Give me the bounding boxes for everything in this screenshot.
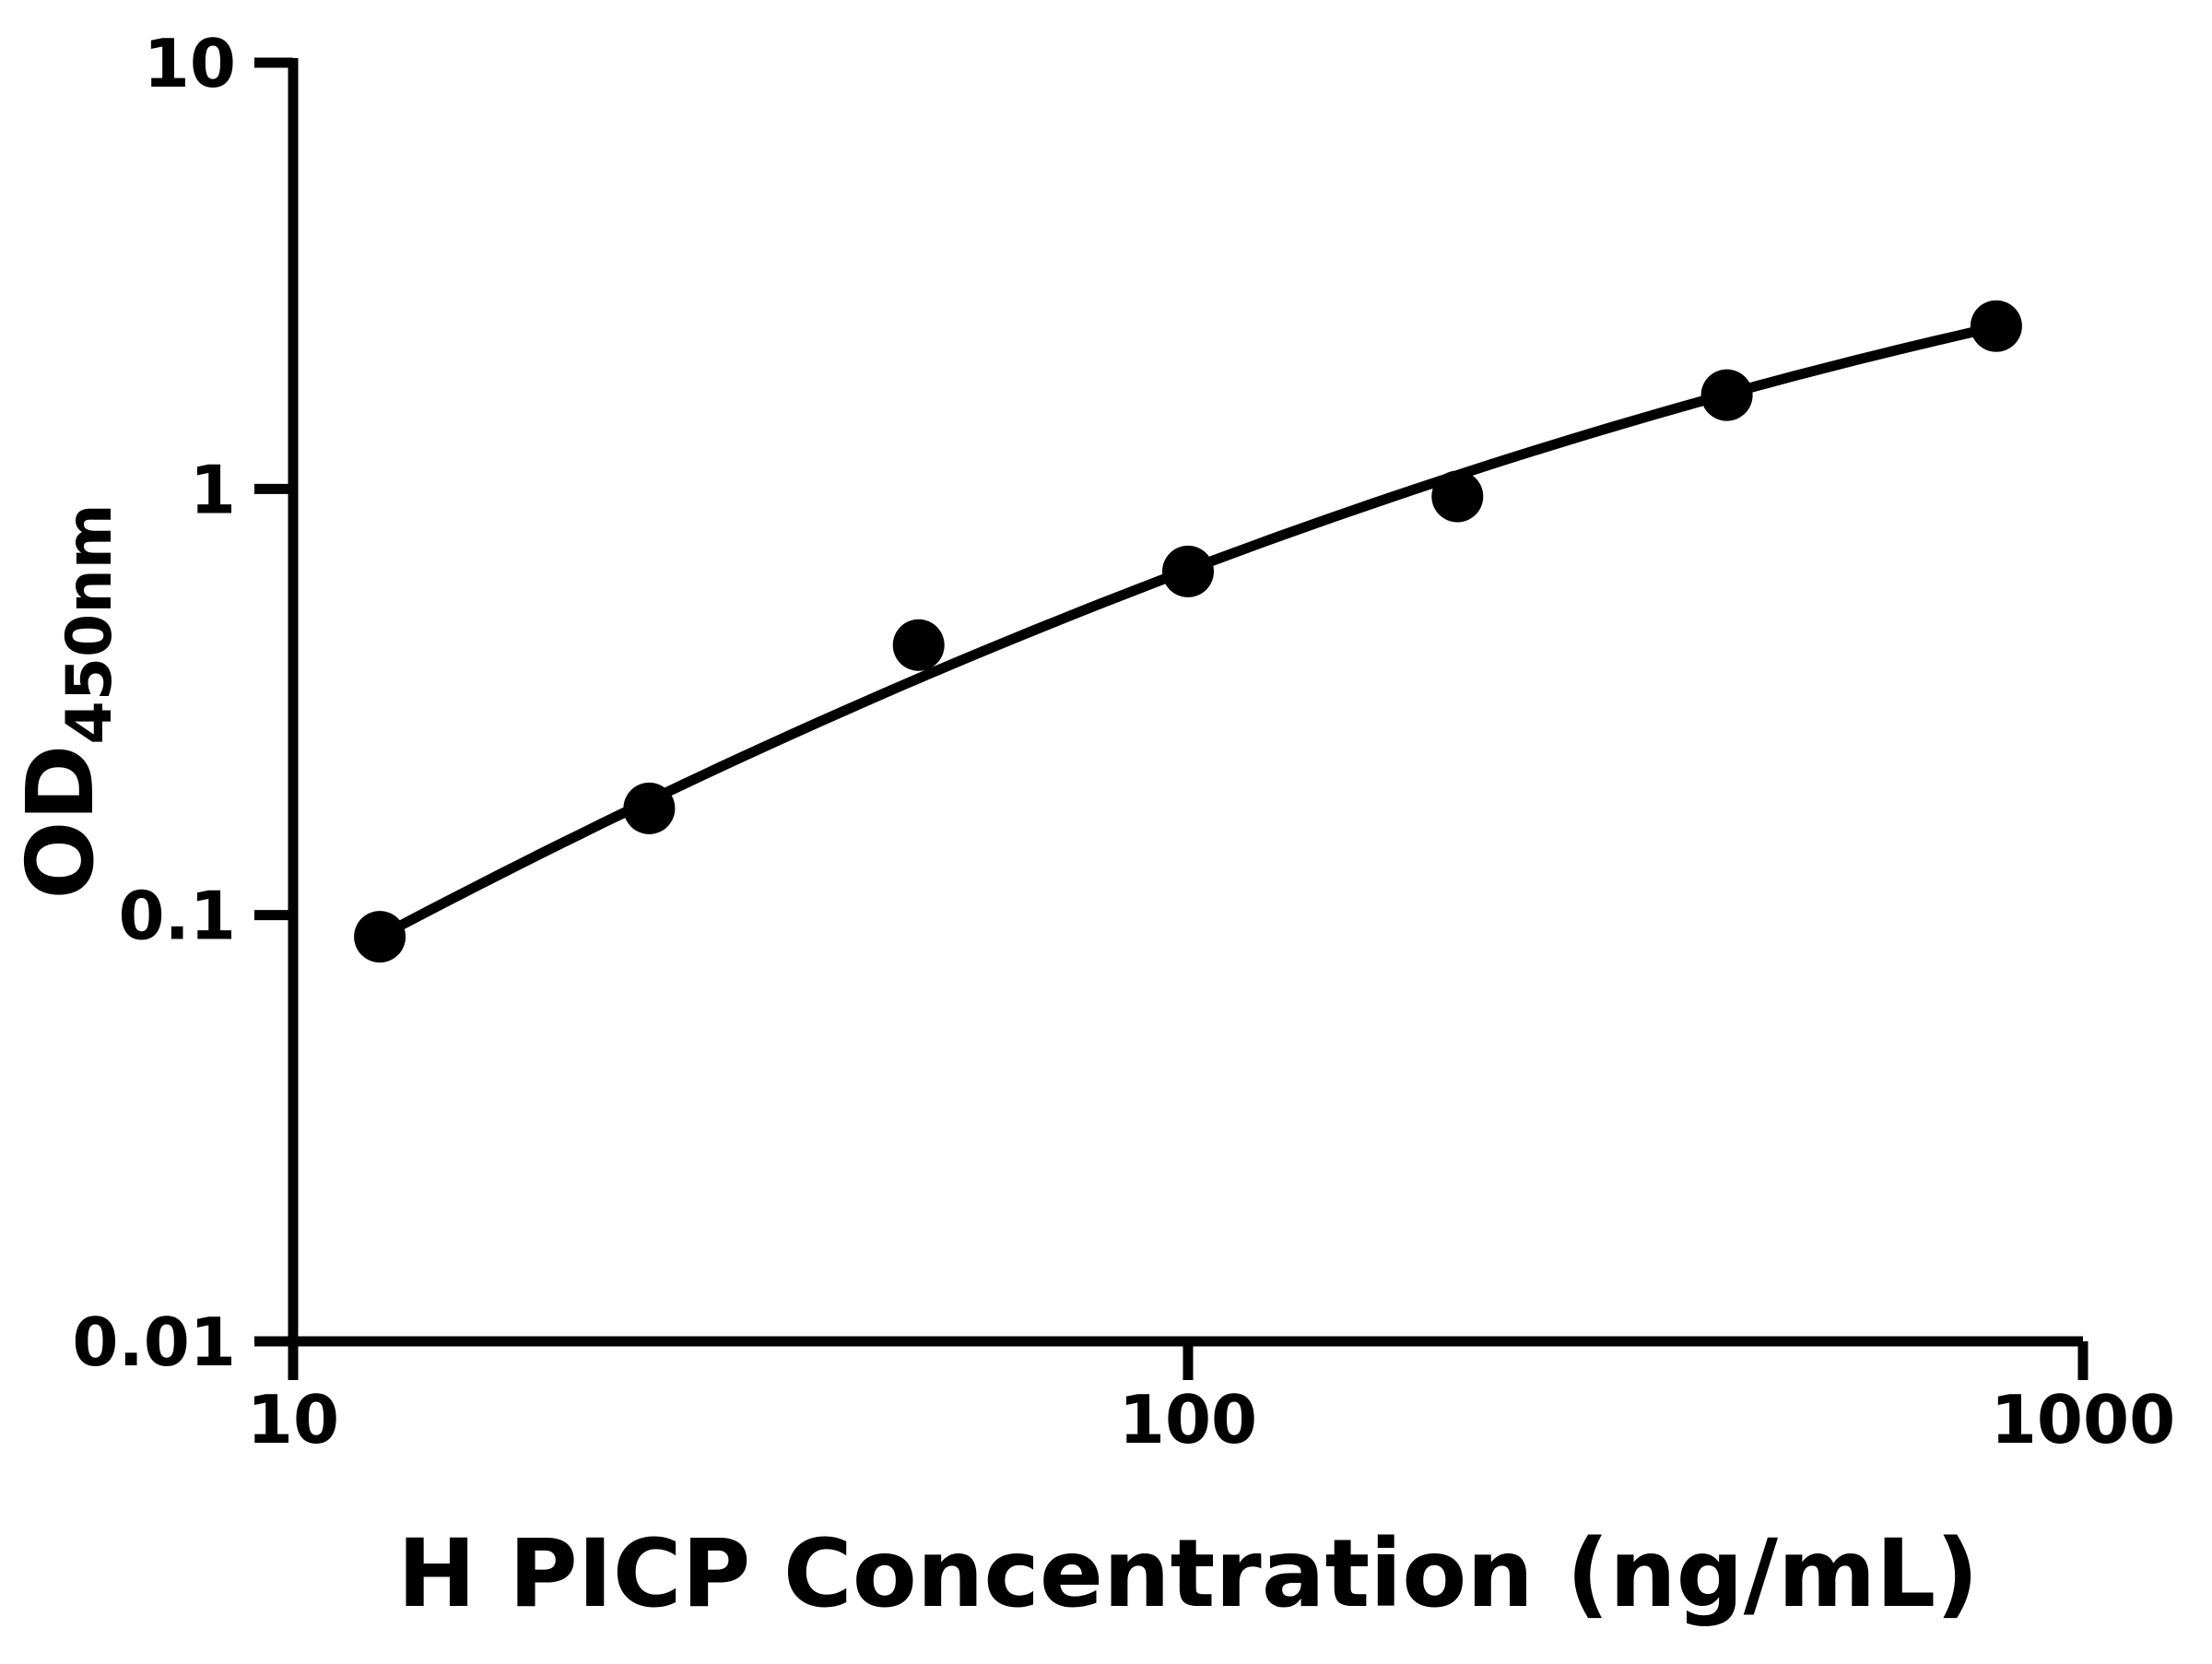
y-tick-label: 0.01 — [72, 1304, 236, 1381]
data-point — [1431, 470, 1484, 523]
data-point — [623, 782, 676, 834]
data-point — [892, 619, 945, 671]
y-tick-label: 10 — [144, 25, 236, 102]
y-axis-title: OD450nm — [6, 503, 126, 899]
y-tick-label: 0.1 — [118, 878, 236, 955]
x-axis-title: H PICP Concentration (ng/mL) — [397, 1519, 1979, 1629]
y-axis-title-main: OD — [6, 745, 114, 900]
data-point — [1162, 545, 1214, 597]
y-tick-label: 1 — [190, 451, 236, 528]
data-point — [1700, 369, 1753, 421]
data-point — [1970, 300, 2022, 352]
data-point — [354, 911, 406, 963]
trend-curve — [374, 321, 2003, 942]
x-tick-label: 100 — [1119, 1381, 1257, 1458]
x-tick-label: 1000 — [1991, 1381, 2175, 1458]
y-axis-title-subscript: 450nm — [53, 503, 126, 744]
x-tick-label: 10 — [247, 1381, 339, 1458]
